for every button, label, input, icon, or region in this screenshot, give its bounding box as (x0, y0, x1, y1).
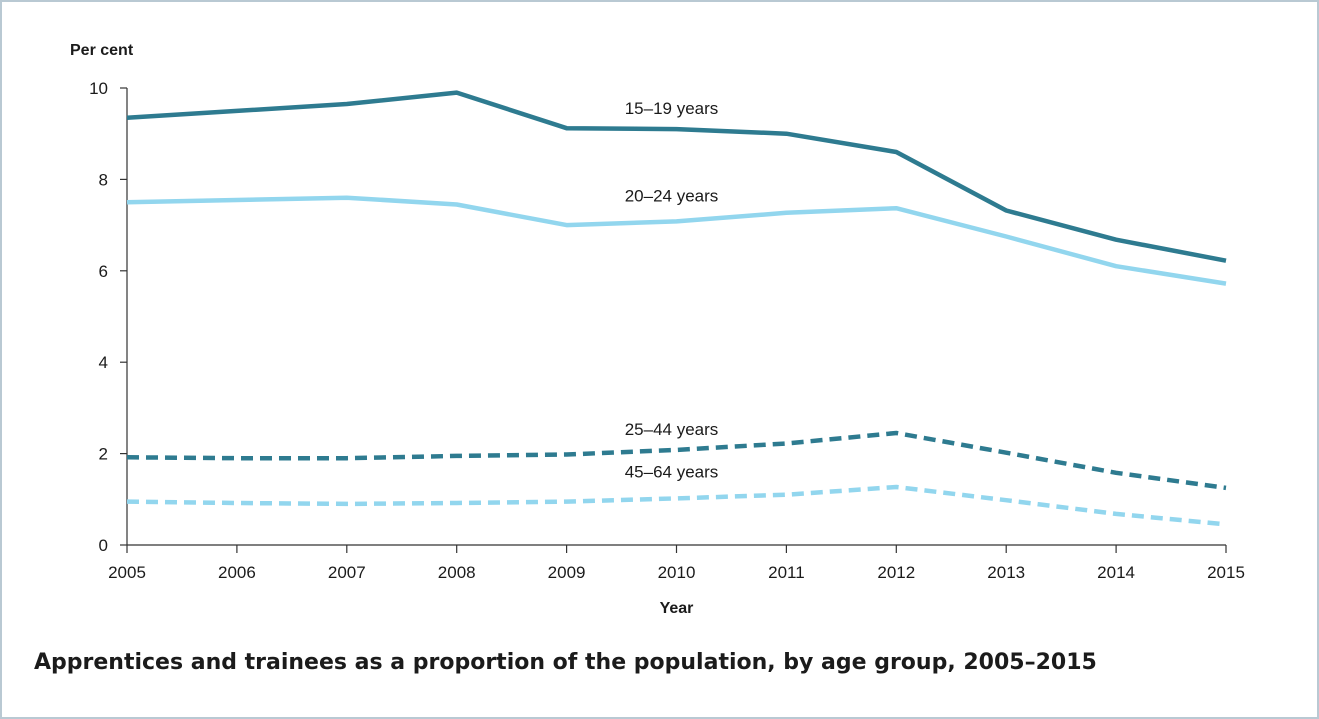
series-label: 20–24 years (625, 186, 719, 205)
chart-axes: 0 2 4 6 8 10 2005 2006 2007 2008 2009 2010 2011 2012 2… (70, 42, 1245, 617)
x-tick-label: 2006 (218, 563, 256, 582)
x-tick-label: 2014 (1097, 563, 1135, 582)
figure-caption: Apprentices and trainees as a proportion… (34, 650, 1097, 675)
x-tick-label: 2008 (438, 563, 476, 582)
series-labels: 15–19 years 20–24 years 25–44 years 45–64 y… (625, 99, 719, 481)
x-axis-title: Year (660, 600, 694, 617)
y-tick-label: 2 (99, 445, 108, 464)
series-line (126, 430, 1227, 491)
x-tick-label: 2005 (108, 563, 146, 582)
series-label: 45–64 years (625, 462, 719, 481)
x-tick-label: 2015 (1207, 563, 1245, 582)
y-tick-label: 8 (99, 170, 108, 189)
x-tick-label: 2011 (768, 563, 805, 582)
y-tick-label: 6 (99, 262, 108, 281)
y-tick-label: 10 (89, 79, 108, 98)
series-line (126, 195, 1227, 286)
x-tick-label: 2009 (548, 563, 586, 582)
y-axis-title: Per cent (70, 42, 134, 59)
series-line (126, 90, 1227, 263)
x-tick-label: 2010 (658, 563, 696, 582)
series-label: 15–19 years (625, 99, 719, 118)
chart-series (126, 90, 1227, 527)
series-line (126, 484, 1227, 527)
x-tick-label: 2007 (328, 563, 366, 582)
y-tick-label: 0 (99, 536, 108, 555)
x-tick-label: 2012 (877, 563, 915, 582)
series-label: 25–44 years (625, 420, 719, 439)
y-tick-label: 4 (99, 353, 108, 372)
x-tick-label: 2013 (987, 563, 1025, 582)
line-chart: 0 2 4 6 8 10 2005 2006 2007 2008 2009 2010 2011 2012 2… (70, 42, 1245, 617)
